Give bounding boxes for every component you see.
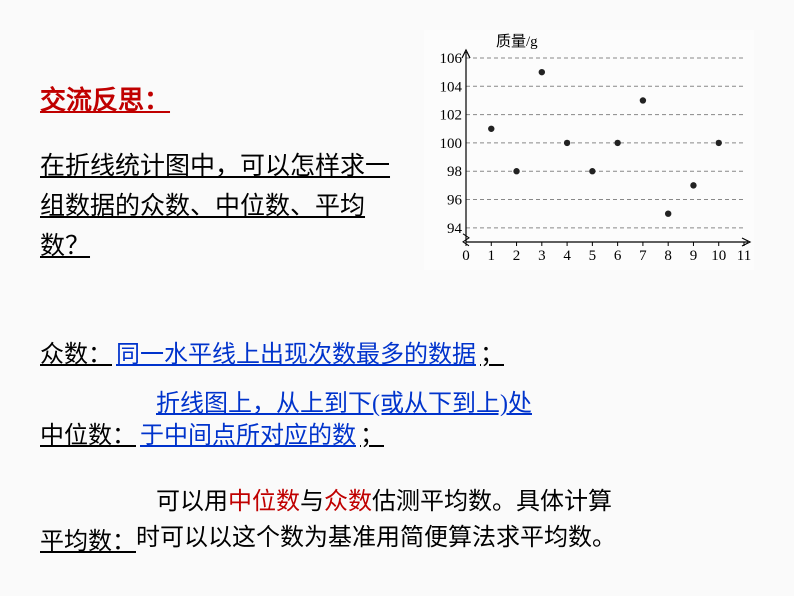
median-label: 中位数： — [40, 418, 136, 454]
svg-text:100: 100 — [440, 136, 463, 152]
svg-text:5: 5 — [589, 248, 597, 264]
mode-semicolon: ； — [480, 337, 504, 373]
svg-text:106: 106 — [440, 51, 463, 67]
svg-text:11: 11 — [737, 248, 751, 264]
mean-block: 可以用中位数与众数估测平均数。具体计算 平均数： 时可以以这个数为基准用简便算法… — [40, 484, 754, 556]
svg-text:96: 96 — [447, 193, 463, 209]
mode-label: 众数： — [40, 337, 112, 373]
svg-text:9: 9 — [690, 248, 698, 264]
svg-text:94: 94 — [447, 221, 463, 237]
svg-text:质量/g: 质量/g — [496, 33, 538, 50]
svg-text:0: 0 — [462, 248, 470, 264]
svg-text:10: 10 — [711, 248, 726, 264]
mean-label: 平均数： — [40, 521, 136, 556]
mode-answer: 同一水平线上出现次数最多的数据 — [116, 337, 476, 373]
mean-text-line2: 时可以以这个数为基准用简便算法求平均数。 — [136, 520, 616, 556]
median-answer: 于中间点所对应的数 — [140, 418, 356, 454]
svg-text:98: 98 — [447, 164, 462, 180]
svg-text:3: 3 — [538, 248, 546, 264]
mean-text-line1: 可以用中位数与众数估测平均数。具体计算 — [156, 484, 754, 520]
svg-text:6: 6 — [614, 248, 622, 264]
median-line1: 折线图上，从上到下(或从下到上)处 — [156, 383, 754, 418]
svg-text:4: 4 — [563, 248, 571, 264]
mode-row: 众数： 同一水平线上出现次数最多的数据 ； — [40, 337, 754, 373]
median-block: 折线图上，从上到下(或从下到上)处 中位数： 于中间点所对应的数 ； — [40, 383, 754, 454]
svg-text:7: 7 — [639, 248, 647, 264]
svg-text:2: 2 — [513, 248, 521, 264]
question-text: 在折线统计图中，可以怎样求一组数据的众数、中位数、平均数？ — [40, 147, 404, 267]
scatter-chart: 质量/g 94 96 98 100 102 104 106 0 1 2 3 4 5 6 7 8 9 10 11 — [424, 30, 754, 270]
svg-text:1: 1 — [488, 248, 496, 264]
svg-text:102: 102 — [440, 108, 463, 124]
svg-text:104: 104 — [440, 79, 463, 95]
median-semicolon: ； — [360, 418, 384, 454]
section-title: 交流反思： — [40, 80, 404, 117]
svg-text:8: 8 — [664, 248, 672, 264]
